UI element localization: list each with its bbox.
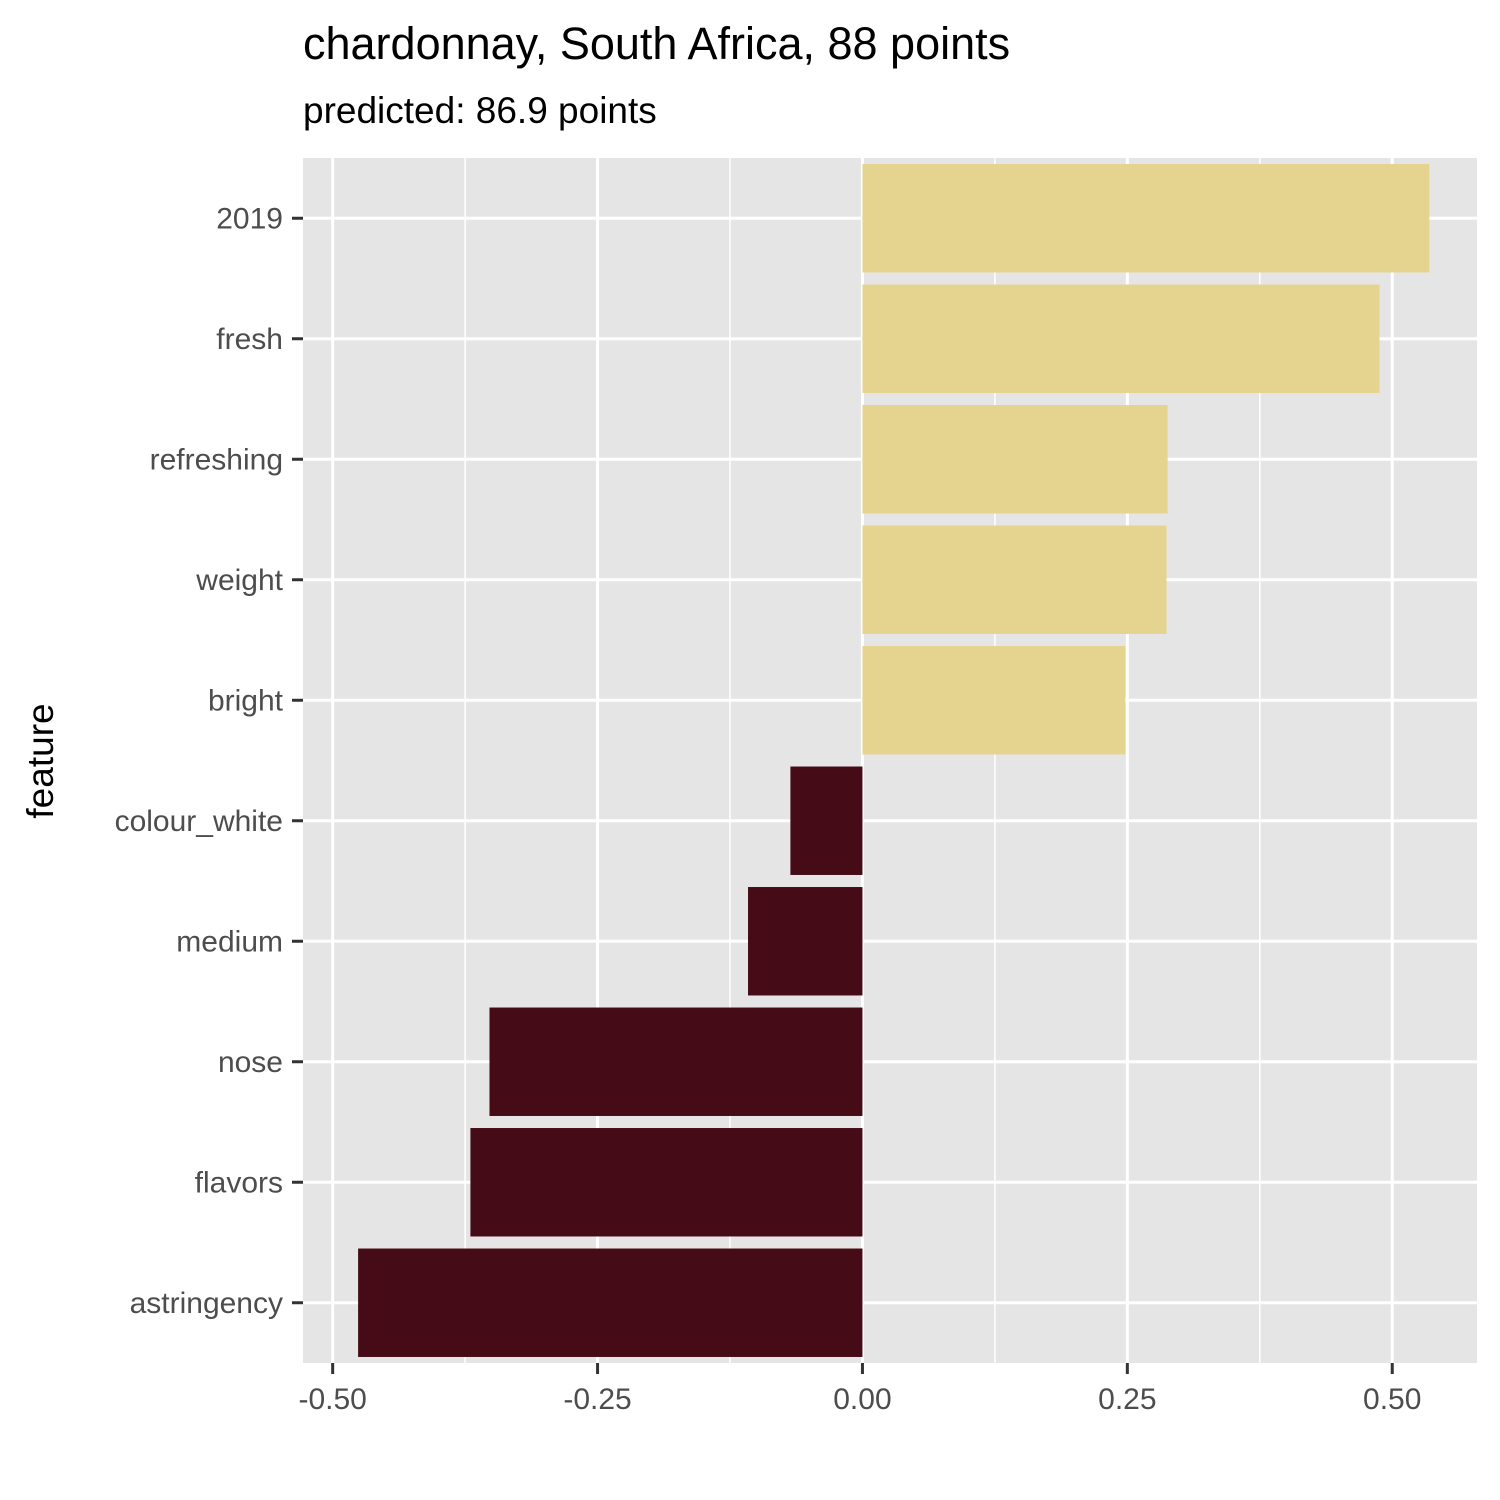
x-tick-label: -0.25: [563, 1383, 631, 1416]
y-tick-label: nose: [218, 1046, 283, 1079]
y-tick-label: astringency: [130, 1287, 283, 1320]
x-tick-label: -0.50: [298, 1383, 366, 1416]
y-tick-label: weight: [195, 564, 283, 597]
chart-title: chardonnay, South Africa, 88 points: [303, 18, 1011, 69]
y-tick-label: flavors: [195, 1166, 283, 1199]
y-tick-label: colour_white: [115, 805, 283, 838]
y-axis: 2019 fresh refreshing weight bright colour_wh…: [115, 202, 303, 1320]
y-tick-label: medium: [176, 925, 283, 958]
bar-colour_white: [790, 766, 863, 875]
bar-medium: [748, 887, 863, 996]
bars: [358, 164, 1430, 1357]
bar-bright: [862, 646, 1126, 755]
x-tick-label: 0.25: [1098, 1383, 1156, 1416]
y-axis-title: feature: [20, 703, 61, 818]
bar-weight: [862, 525, 1167, 634]
bar-flavors: [470, 1128, 863, 1237]
x-tick-label: 0.00: [833, 1383, 891, 1416]
bar-nose: [489, 1007, 863, 1116]
chart-subtitle: predicted: 86.9 points: [303, 90, 657, 131]
y-tick-label: 2019: [216, 202, 283, 235]
bar-fresh: [862, 284, 1380, 393]
bar-refreshing: [862, 405, 1168, 514]
x-tick-label: 0.50: [1363, 1383, 1421, 1416]
y-tick-label: fresh: [216, 323, 283, 356]
x-axis: -0.50 -0.25 0.00 0.25 0.50: [298, 1363, 1421, 1416]
y-tick-label: bright: [208, 684, 284, 717]
bar-2019: [862, 164, 1430, 273]
y-tick-label: refreshing: [150, 443, 283, 476]
bar-astringency: [358, 1248, 863, 1357]
